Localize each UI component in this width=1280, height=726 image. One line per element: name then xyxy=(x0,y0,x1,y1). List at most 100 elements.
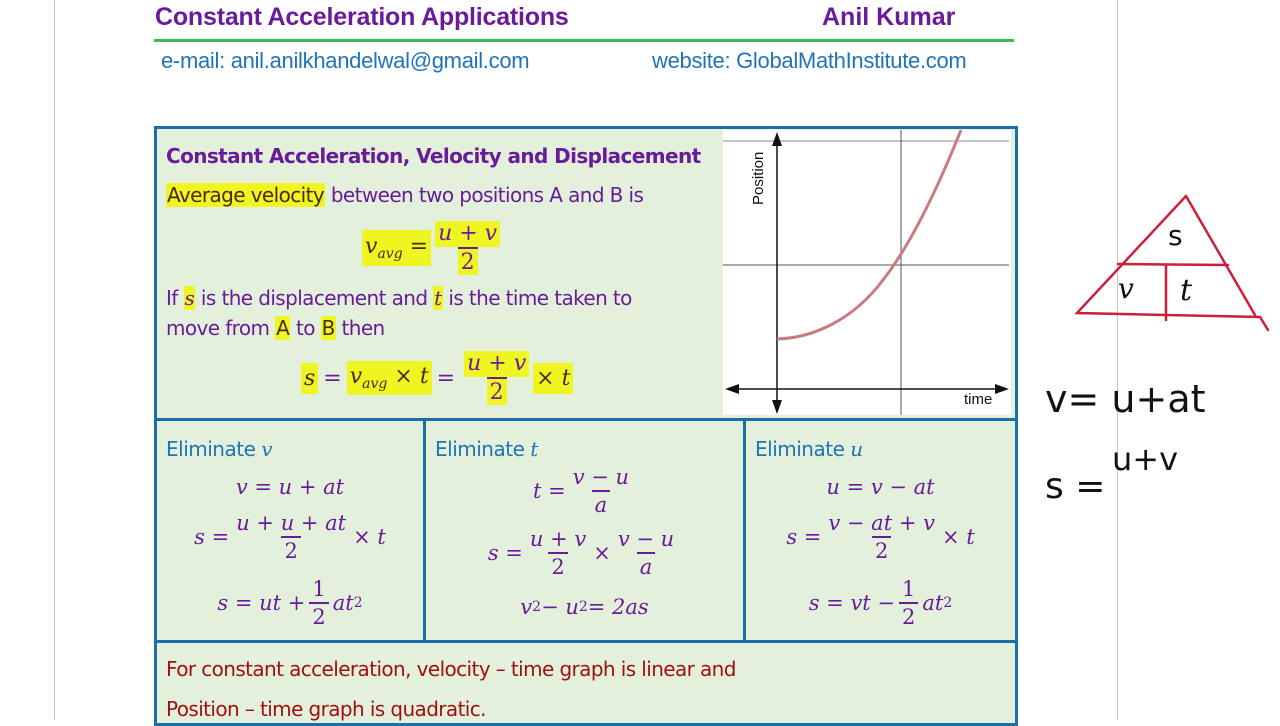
handwritten-annotations: s v t v= u+at s = u+v xyxy=(1030,180,1280,520)
website-text: website: GlobalMathInstitute.com xyxy=(652,48,967,73)
panel-divider xyxy=(743,418,746,643)
denominator: 2 xyxy=(548,552,568,579)
text: is the displacement and xyxy=(195,286,434,310)
label: Eliminate xyxy=(755,437,851,461)
denominator: a xyxy=(636,552,656,579)
numerator: u + u + at xyxy=(236,511,347,535)
tail: × t xyxy=(941,525,975,549)
denominator: 2 xyxy=(486,377,507,405)
exponent: 2 xyxy=(532,599,542,615)
numerator: u + v xyxy=(435,221,501,247)
v-symbol: v xyxy=(349,364,363,389)
triangle-t: t xyxy=(1180,273,1193,308)
content-box: Constant Acceleration, Velocity and Disp… xyxy=(154,126,1018,726)
fraction: u + v 2 xyxy=(435,221,501,275)
v: v xyxy=(520,595,533,619)
numerator: u + v xyxy=(464,351,530,377)
section-divider xyxy=(157,418,1015,421)
lhs: s = vt − xyxy=(808,591,896,615)
x-axis-label: time xyxy=(964,391,992,408)
move-sentence: move from A to B then xyxy=(166,316,385,340)
denominator: 2 xyxy=(871,536,892,563)
equation-2: s = u + u + at 2 × t xyxy=(157,511,423,563)
highlight-t: t xyxy=(433,286,443,310)
denominator: 2 xyxy=(457,247,478,275)
avg-subscript: avg xyxy=(362,376,388,392)
highlight-average-velocity: Average velocity xyxy=(166,183,326,207)
y-axis-down-arrow-icon xyxy=(772,400,782,414)
handwritten-eq-2-lhs: s = xyxy=(1045,466,1105,507)
displacement-formula: s = vavg × t = u + v 2 × t xyxy=(301,351,574,405)
equation-1: v = u + at xyxy=(235,475,345,499)
v-avg-times-t: vavg × t xyxy=(346,361,432,395)
numerator: 1 xyxy=(312,577,326,601)
intro-section: Constant Acceleration, Velocity and Disp… xyxy=(157,129,1015,418)
note-line-1: For constant acceleration, velocity – ti… xyxy=(166,657,736,681)
triangle-v: v xyxy=(1118,272,1134,305)
y-axis-up-arrow-icon xyxy=(772,132,782,146)
numerator: v − u xyxy=(617,527,675,551)
denominator: a xyxy=(591,490,611,517)
lhs: t = xyxy=(532,479,566,503)
x-axis-right-arrow-icon xyxy=(995,384,1009,394)
text: is the time taken to xyxy=(442,286,632,310)
sentence-rest: between two positions A and B is xyxy=(325,183,644,207)
lhs: s = xyxy=(194,525,230,549)
page-margin-left xyxy=(54,0,55,720)
label: Eliminate xyxy=(166,437,262,461)
tail: × t xyxy=(353,525,386,549)
numerator: u + v xyxy=(529,527,587,551)
times-t: × t xyxy=(394,364,429,389)
panel-divider xyxy=(423,418,426,643)
page-title: Constant Acceleration Applications xyxy=(155,3,569,31)
x-axis-left-arrow-icon xyxy=(725,384,739,394)
average-velocity-formula: vavg = u + v 2 xyxy=(362,221,504,275)
equation-1: u = v − at xyxy=(826,475,935,499)
times: × xyxy=(593,541,611,565)
numerator: 1 xyxy=(902,577,916,601)
handwritten-eq-2-num: u+v xyxy=(1112,440,1178,478)
v-avg: vavg = xyxy=(362,230,432,266)
highlight-b: B xyxy=(320,316,336,340)
lhs: s = ut + xyxy=(217,591,306,615)
times-t: × t xyxy=(533,362,574,394)
graph-svg: Position time xyxy=(723,129,1009,415)
variable: u xyxy=(850,437,863,461)
lhs: s = xyxy=(487,541,523,565)
rhs: = 2as xyxy=(587,595,649,619)
variable: t xyxy=(530,437,538,461)
avg-subscript: avg xyxy=(377,246,403,262)
position-curve xyxy=(776,129,963,341)
email-text: e-mail: anil.anilkhandelwal@gmail.com xyxy=(161,48,530,73)
equals: = xyxy=(436,365,456,391)
denominator: 2 xyxy=(281,536,301,563)
position-time-graph: Position time xyxy=(723,129,1011,415)
exponent: 2 xyxy=(353,595,363,611)
denominator: 2 xyxy=(309,602,329,629)
highlight-a: A xyxy=(275,316,291,340)
note-line-2: Position – time graph is quadratic. xyxy=(166,697,487,721)
fraction: u + v 2 xyxy=(464,351,530,405)
displacement-sentence: If s is the displacement and t is the ti… xyxy=(166,286,632,310)
handwriting-svg: s v t v= u+at s = u+v xyxy=(1045,194,1270,507)
equals: = xyxy=(323,365,342,391)
tail: at xyxy=(332,591,354,615)
highlight-s: s xyxy=(183,286,196,310)
text: If xyxy=(166,286,184,310)
author-name: Anil Kumar xyxy=(822,3,956,31)
section-title: Constant Acceleration, Velocity and Disp… xyxy=(166,144,701,168)
minus-u: − u xyxy=(541,595,579,619)
section-divider xyxy=(157,640,1015,643)
text: to xyxy=(290,316,321,340)
header-divider xyxy=(154,39,1014,42)
eliminate-u-title: Eliminate u xyxy=(755,437,863,461)
numerator: v − u xyxy=(572,465,630,489)
average-velocity-sentence: Average velocity between two positions A… xyxy=(166,183,644,207)
text: then xyxy=(335,316,386,340)
